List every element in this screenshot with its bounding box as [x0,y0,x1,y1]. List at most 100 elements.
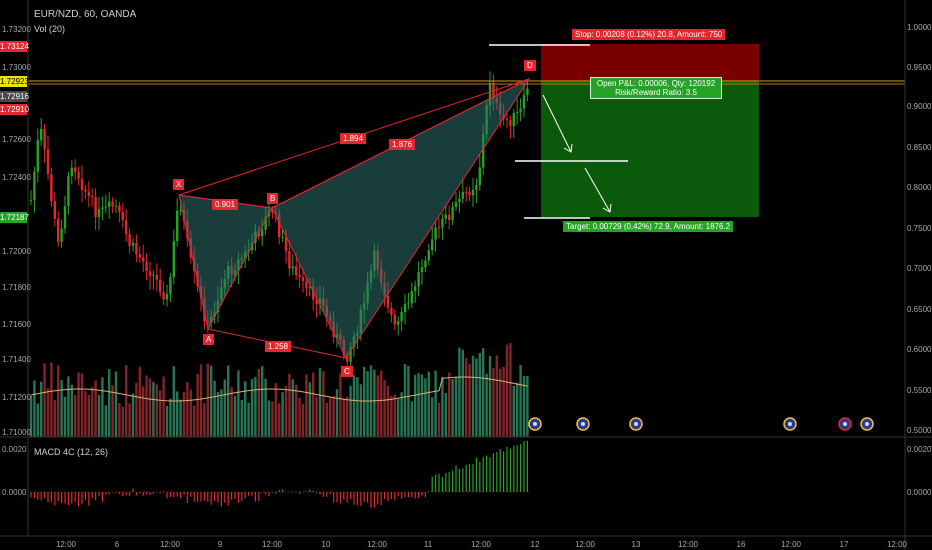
time-tick: 12:00 [367,540,388,549]
volume-bar [63,396,67,437]
stop-zone[interactable] [541,44,759,81]
macd-bar-neg [98,492,100,496]
time-tick: 13 [632,540,641,549]
macd-bar-neg [299,492,301,495]
volume-bar [43,363,46,437]
macd-bar-neg [61,492,63,503]
macd-bar-neg [40,492,42,501]
candle-body [414,286,417,292]
target-zone[interactable] [541,81,759,217]
volume-bar [465,358,468,437]
macd-bar-pos [516,445,518,492]
macd-bar-neg [125,492,127,496]
volume-bar [91,387,94,437]
macd-bar-neg [84,492,86,501]
volume-bar [240,399,243,437]
macd-bar-neg [214,492,216,501]
pattern-xab[interactable] [178,194,273,331]
macd-bar-neg [316,492,318,494]
macd-bar-neg [333,492,335,503]
projection-arrow-1-head [563,143,573,153]
volume-bar [220,389,223,437]
time-tick: 12:00 [781,540,802,549]
candle-body [431,239,434,251]
candle-body [505,118,509,120]
macd-legend[interactable]: MACD 4C (12, 26) [34,447,109,457]
macd-bar-neg [241,492,243,502]
projection-arrow-2-head [602,203,612,213]
macd-bar-neg [193,492,195,502]
macd-bar-pos [431,476,433,492]
right-volume-tick: 0.7000 [907,264,932,273]
macd-bar-pos [441,477,443,492]
time-tick: 12:00 [160,540,181,549]
volume-bar [264,378,267,437]
macd-bar-pos [465,464,467,492]
time-tick: 11 [424,540,433,549]
volume-bar [329,396,332,437]
volume-bar [159,390,162,437]
volume-bar [165,406,169,437]
macd-bar-neg [346,492,348,503]
macd-bar-neg [350,492,352,500]
time-tick: 12:00 [56,540,77,549]
macd-bar-pos [309,489,311,492]
macd-bar-neg [394,492,396,501]
left-price-tick: 1.71200 [2,393,31,402]
volume-bar [33,380,36,437]
volume-bar [312,372,315,437]
volume-bar [77,372,80,437]
macd-bar-neg [159,492,161,494]
right-volume-tick: 0.9500 [907,63,932,72]
candle-body [451,206,454,221]
candle-body [397,321,400,325]
candle-body [468,191,471,196]
candle-body [70,167,73,177]
volume-bar [420,374,424,437]
volume-legend[interactable]: Vol (20) [34,24,66,34]
volume-bar [203,403,206,437]
macd-bar-neg [210,492,212,505]
candle-body [118,205,121,213]
volume-bar [104,405,107,437]
candle-body [301,277,305,282]
volume-bar [376,375,379,437]
candle-body [482,134,485,168]
macd-bar-neg [176,492,178,497]
volume-bar [424,378,427,437]
macd-bar-neg [271,492,273,493]
candle-body [448,214,451,221]
left-price-tick: 1.71400 [2,355,31,364]
volume-bar [495,355,498,437]
candle-body [488,82,492,106]
volume-bar [295,384,298,437]
macd-bar-neg [237,492,239,503]
volume-bar [366,371,369,437]
candle-body [33,171,36,200]
candle-body [114,205,118,207]
volume-bar [492,368,495,437]
volume-bar [46,388,50,437]
macd-bar-neg [44,492,46,499]
volume-bar [291,379,294,437]
left-price-tick: 1.71800 [2,283,31,292]
volume-bar [325,402,328,437]
candle-body [315,299,318,305]
candle-body [104,206,107,208]
macd-bar-pos [499,448,501,492]
volume-bar [50,362,53,437]
macd-bar-neg [421,492,423,496]
macd-bar-neg [200,492,202,502]
macd-bar-pos [448,472,450,492]
macd-histogram [30,440,529,508]
candle-body [36,140,39,172]
volume-bar [111,385,114,437]
event-markers[interactable] [528,417,874,431]
macd-bar-neg [149,492,151,495]
candle-body [271,210,274,213]
symbol-legend[interactable]: EUR/NZD, 60, OANDA [34,9,137,20]
macd-bar-neg [414,492,416,499]
candle-body [349,347,352,362]
volume-bar [271,401,274,437]
